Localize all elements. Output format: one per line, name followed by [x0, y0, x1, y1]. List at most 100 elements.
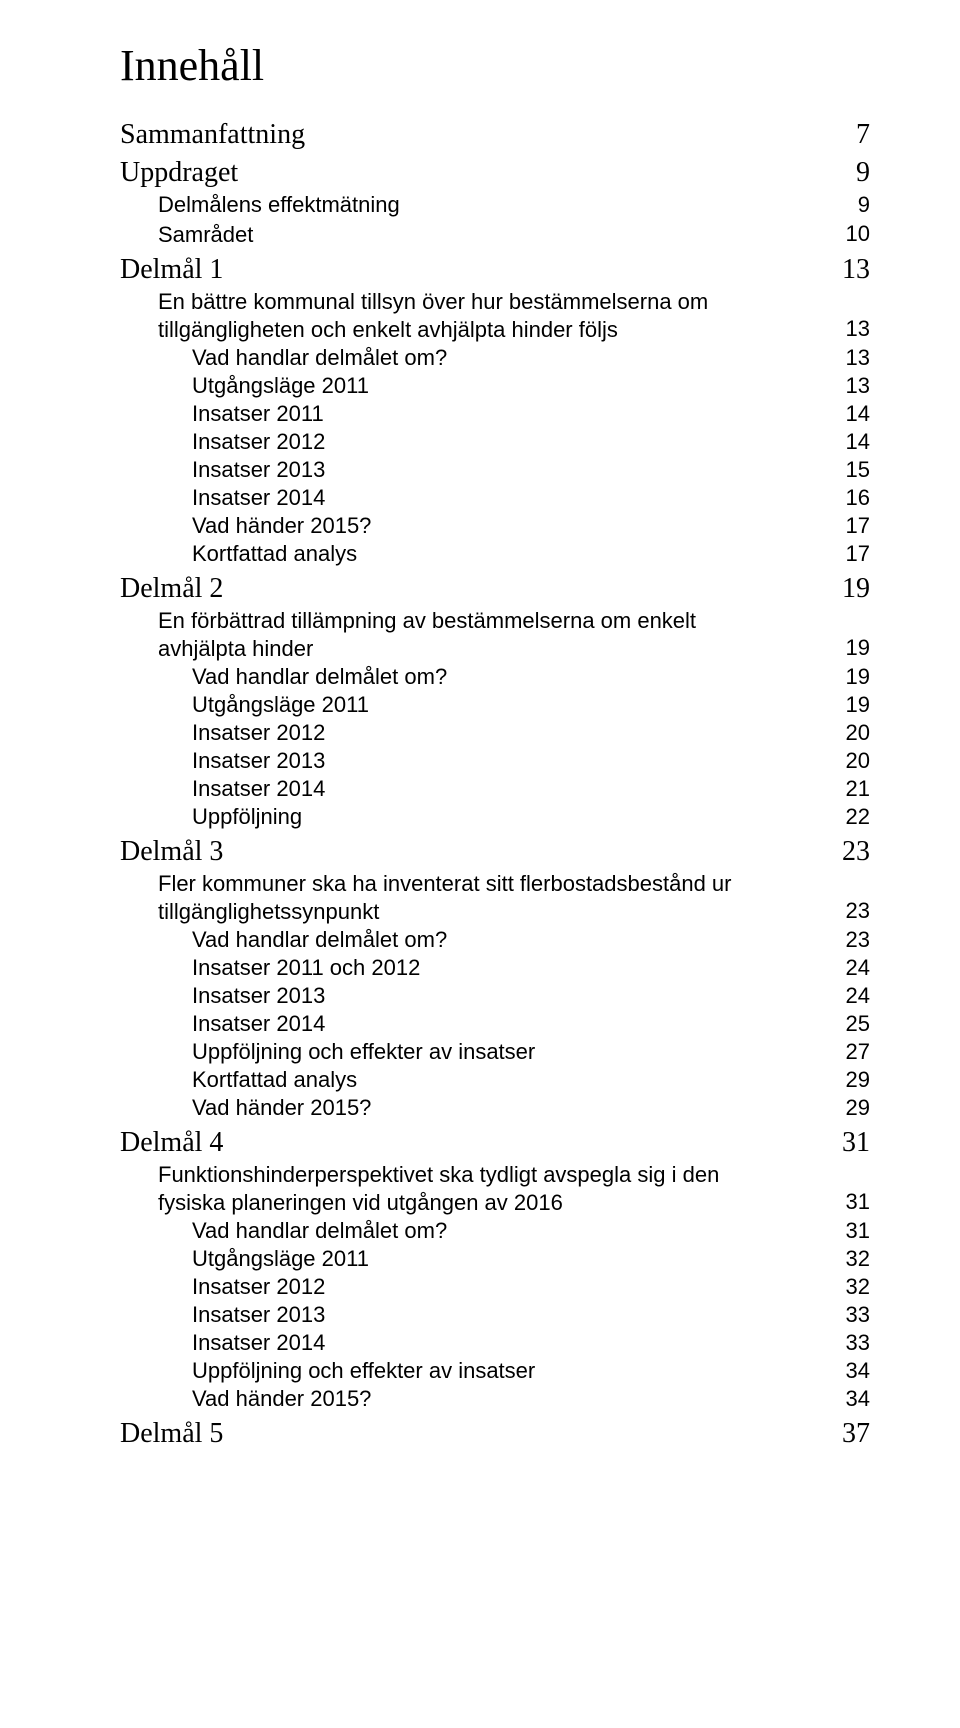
toc-entry: En förbättrad tillämpning av bestämmelse…	[120, 607, 870, 662]
toc-entry-label: Vad händer 2015?	[192, 513, 371, 539]
toc-entry-page: 31	[842, 1127, 870, 1159]
toc-entry-label: Insatser 2013	[192, 983, 325, 1009]
toc-entry-label: Vad händer 2015?	[192, 1386, 371, 1412]
toc-entry-label: Insatser 2014	[192, 1011, 325, 1037]
toc-entry: Delmål 3 23	[120, 836, 870, 868]
toc-entry-label: Kortfattad analys	[192, 541, 357, 567]
toc-entry-page: 14	[846, 401, 870, 427]
toc-entry-label: Utgångsläge 2011	[192, 373, 369, 399]
toc-entry-label: Delmål 5	[120, 1418, 223, 1450]
toc-entry-page: 9	[858, 192, 870, 218]
toc-entry-page: 13	[846, 316, 870, 342]
toc-entry-label: En förbättrad tillämpning av bestämmelse…	[158, 607, 768, 662]
toc-entry-page: 23	[846, 927, 870, 953]
toc-entry: Fler kommuner ska ha inventerat sitt fle…	[120, 870, 870, 925]
toc-entry-page: 24	[846, 983, 870, 1009]
toc-entry: Kortfattad analys 17	[120, 541, 870, 567]
toc-entry-page: 29	[846, 1095, 870, 1121]
toc-entry: Insatser 2011 och 2012 24	[120, 955, 870, 981]
toc-entry-page: 21	[846, 776, 870, 802]
page-title: Innehåll	[120, 40, 870, 91]
toc-entry-page: 20	[846, 748, 870, 774]
toc-entry-label: Samrådet	[158, 221, 253, 249]
toc-entry-label: Insatser 2012	[192, 1274, 325, 1300]
toc-entry-page: 19	[846, 635, 870, 661]
toc-entry-page: 22	[846, 804, 870, 830]
toc-entry-page: 17	[846, 513, 870, 539]
toc-page: Innehåll Sammanfattning 7Uppdraget 9Delm…	[0, 0, 960, 1490]
toc-entry-page: 19	[842, 573, 870, 605]
toc-entry-label: Delmål 1	[120, 254, 223, 286]
toc-entry: Insatser 2013 20	[120, 748, 870, 774]
toc-entry-page: 33	[846, 1330, 870, 1356]
toc-entry: Uppdraget 9	[120, 157, 870, 189]
toc-entry-page: 19	[846, 664, 870, 690]
toc-entry: Vad handlar delmålet om? 13	[120, 345, 870, 371]
toc-entry-label: Insatser 2013	[192, 1302, 325, 1328]
toc-entry-page: 16	[846, 485, 870, 511]
toc-entry-label: Uppföljning och effekter av insatser	[192, 1039, 535, 1065]
toc-entry-label: Vad handlar delmålet om?	[192, 664, 447, 690]
toc-entry: Vad händer 2015? 29	[120, 1095, 870, 1121]
toc-entry-label: Utgångsläge 2011	[192, 692, 369, 718]
toc-entry: Utgångsläge 2011 13	[120, 373, 870, 399]
toc-entry: Insatser 2014 16	[120, 485, 870, 511]
toc-entry-page: 31	[846, 1189, 870, 1215]
toc-entry-label: Fler kommuner ska ha inventerat sitt fle…	[158, 870, 768, 925]
toc-entry-label: En bättre kommunal tillsyn över hur best…	[158, 288, 768, 343]
toc-entry-label: Insatser 2011 och 2012	[192, 955, 420, 981]
toc-entry-label: Delmål 2	[120, 573, 223, 605]
toc-entry-page: 27	[846, 1039, 870, 1065]
toc-entry: Samrådet 10	[120, 221, 870, 249]
toc-entry: Delmål 1 13	[120, 254, 870, 286]
toc-entry: Insatser 2014 25	[120, 1011, 870, 1037]
toc-entry-label: Insatser 2014	[192, 776, 325, 802]
toc-entry-page: 14	[846, 429, 870, 455]
toc-entry-label: Sammanfattning	[120, 119, 305, 151]
toc-entry-label: Funktionshinderperspektivet ska tydligt …	[158, 1161, 768, 1216]
toc-entry-page: 13	[842, 254, 870, 286]
toc-entry: Vad händer 2015? 34	[120, 1386, 870, 1412]
toc-entry: Insatser 2012 14	[120, 429, 870, 455]
toc-entry-page: 15	[846, 457, 870, 483]
toc-entry-page: 24	[846, 955, 870, 981]
toc-entry: Vad handlar delmålet om? 19	[120, 664, 870, 690]
toc-entry: Insatser 2013 33	[120, 1302, 870, 1328]
toc-entry: Uppföljning 22	[120, 804, 870, 830]
toc-entry-page: 20	[846, 720, 870, 746]
toc-entry: Insatser 2014 33	[120, 1330, 870, 1356]
toc-entry: Vad handlar delmålet om? 31	[120, 1218, 870, 1244]
toc-entry: Delmål 4 31	[120, 1127, 870, 1159]
toc-entry-label: Delmålens effektmätning	[158, 191, 400, 219]
toc-entry-page: 7	[856, 119, 870, 151]
toc-entry-page: 34	[846, 1358, 870, 1384]
toc-entry-label: Insatser 2011	[192, 401, 324, 427]
toc-entry: Delmål 5 37	[120, 1418, 870, 1450]
toc-entry-page: 9	[856, 157, 870, 189]
toc-entry: Insatser 2012 20	[120, 720, 870, 746]
toc-entry-label: Delmål 4	[120, 1127, 223, 1159]
toc-entry-label: Insatser 2014	[192, 1330, 325, 1356]
toc-entry: Insatser 2013 15	[120, 457, 870, 483]
toc-entry: Vad händer 2015? 17	[120, 513, 870, 539]
toc-entry: Insatser 2013 24	[120, 983, 870, 1009]
toc-entry-label: Vad handlar delmålet om?	[192, 345, 447, 371]
toc-entry: En bättre kommunal tillsyn över hur best…	[120, 288, 870, 343]
toc-entry-label: Uppdraget	[120, 157, 238, 189]
toc-entry: Sammanfattning 7	[120, 119, 870, 151]
toc-entry: Uppföljning och effekter av insatser 27	[120, 1039, 870, 1065]
toc-entry-page: 17	[846, 541, 870, 567]
toc-entry: Delmålens effektmätning 9	[120, 191, 870, 219]
toc-entry-label: Utgångsläge 2011	[192, 1246, 369, 1272]
toc-entry-label: Vad händer 2015?	[192, 1095, 371, 1121]
toc-entry-label: Uppföljning	[192, 804, 302, 830]
toc-entry-page: 32	[846, 1246, 870, 1272]
toc-entry-label: Insatser 2013	[192, 748, 325, 774]
toc-entry: Kortfattad analys 29	[120, 1067, 870, 1093]
toc-entry-page: 19	[846, 692, 870, 718]
toc-entry-page: 23	[842, 836, 870, 868]
toc-entry-page: 37	[842, 1418, 870, 1450]
toc-entry-page: 31	[846, 1218, 870, 1244]
toc-entry-label: Insatser 2014	[192, 485, 325, 511]
toc-entry-page: 32	[846, 1274, 870, 1300]
